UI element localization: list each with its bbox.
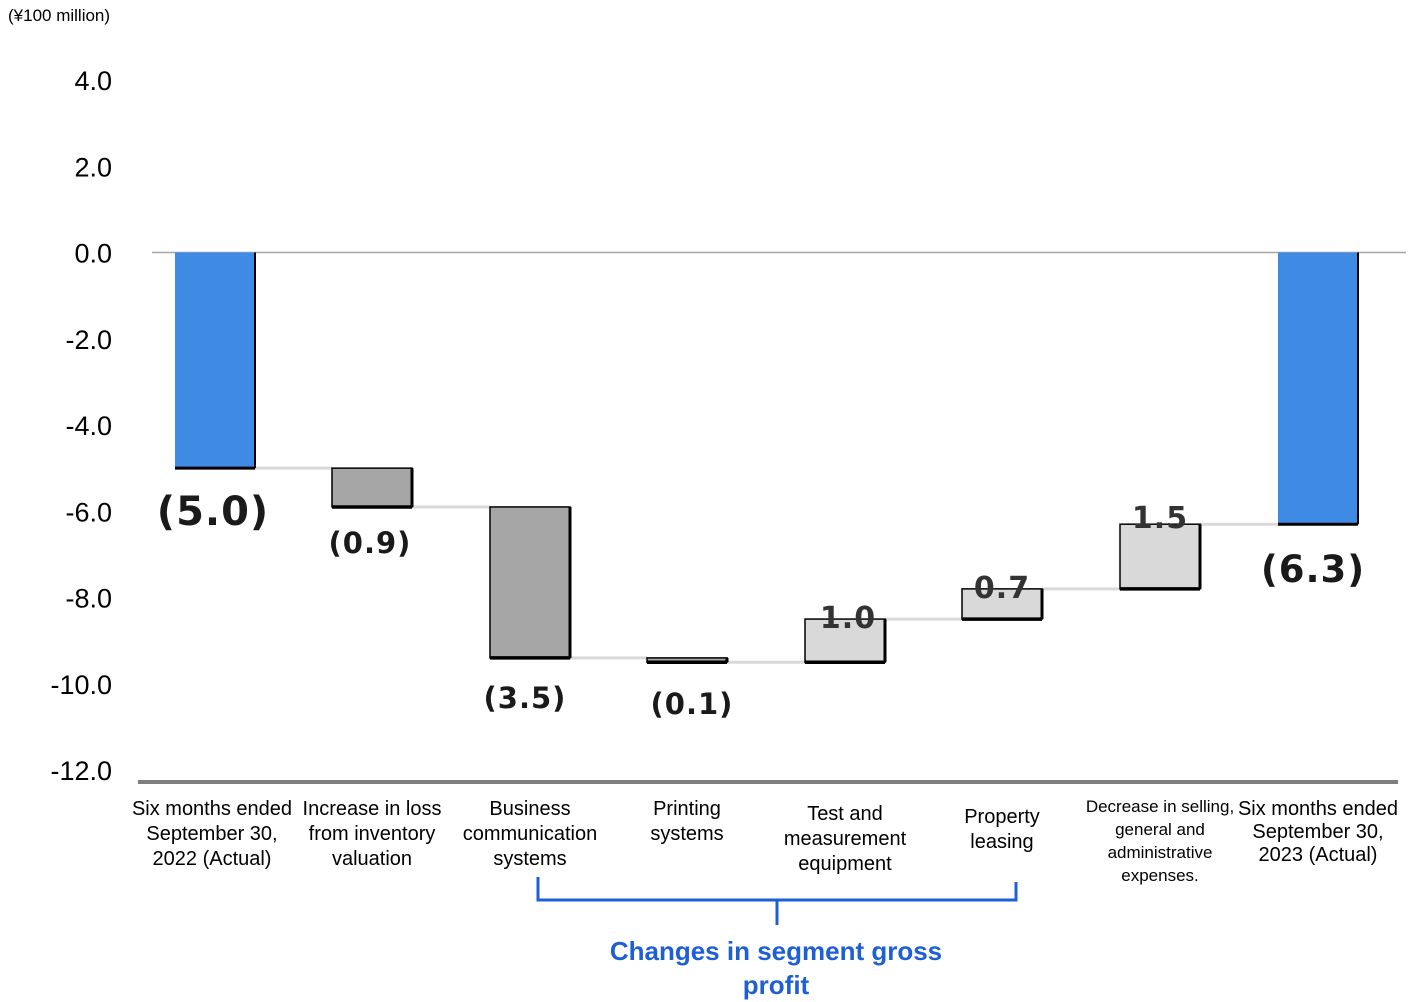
y-tick-label: 4.0 — [74, 66, 112, 96]
bar-decrease — [331, 467, 413, 508]
category-label: Property leasing — [964, 806, 1040, 853]
category-label: Business communication systems — [463, 798, 598, 870]
bar-total — [175, 252, 255, 469]
y-tick-label: 0.0 — [74, 239, 112, 269]
y-tick-label: -2.0 — [65, 325, 112, 355]
data-label: (6.3) — [1261, 548, 1365, 591]
bar-total — [1278, 252, 1358, 525]
unit-label: (¥100 million) — [8, 6, 111, 25]
data-label: (0.1) — [651, 687, 734, 721]
data-label: 0.7 — [974, 571, 1030, 606]
category-label: Printing systems — [650, 798, 723, 845]
y-tick-label: -6.0 — [65, 497, 112, 527]
data-label: (5.0) — [157, 489, 269, 535]
category-label: Decrease in selling, general and administr… — [1086, 797, 1234, 885]
segment-bracket — [536, 877, 1018, 902]
category-label: Increase in loss from inventory valuation — [303, 798, 442, 870]
category-label: Test and measurement equipment — [784, 803, 907, 875]
data-label: (0.9) — [329, 526, 412, 560]
y-tick-label: 2.0 — [74, 152, 112, 182]
data-label: 1.0 — [820, 601, 876, 636]
category-label: Six months ended September 30, 2022 (Actua… — [132, 798, 292, 870]
data-label: (3.5) — [484, 681, 567, 715]
y-tick-label: -10.0 — [50, 670, 112, 700]
data-label: 1.5 — [1132, 501, 1188, 536]
category-label: Six months ended September 30, 2023 (Actua… — [1238, 798, 1398, 866]
y-tick-label: -12.0 — [50, 756, 112, 786]
y-tick-label: -8.0 — [65, 584, 112, 614]
y-tick-label: -4.0 — [65, 411, 112, 441]
bar-decrease — [489, 506, 571, 659]
segment-group-label: Changes in segment gross profit — [609, 936, 943, 1000]
